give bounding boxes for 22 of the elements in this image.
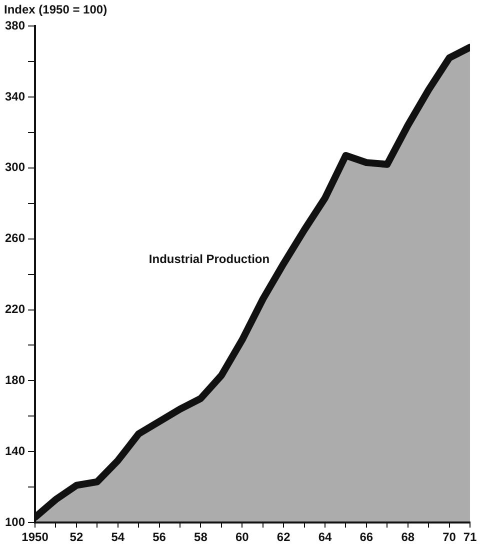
x-tick-label: 68	[401, 530, 415, 544]
x-tick-label: 58	[194, 530, 208, 544]
y-tick-label: 260	[4, 231, 26, 246]
x-tick-label: 56	[152, 530, 166, 544]
x-tick-label: 62	[276, 530, 291, 544]
y-tick-label: 300	[4, 160, 26, 174]
series-label: Industrial Production	[148, 252, 270, 266]
y-tick-label: 220	[4, 302, 26, 316]
y-tick-label: 380	[4, 18, 26, 32]
y-tick-label: 340	[4, 89, 26, 104]
y-tick-label: 140	[4, 444, 26, 458]
x-tick-label: 54	[111, 530, 125, 544]
x-tick-label: 1950	[22, 530, 49, 544]
y-tick-label: 180	[4, 373, 26, 388]
x-tick-label: 66	[360, 530, 374, 544]
x-tick-label: 70	[442, 530, 456, 544]
y-tick-label: 100	[4, 514, 26, 529]
x-tick-label: 60	[235, 530, 250, 544]
x-tick-label: 64	[318, 530, 332, 544]
x-tick-label: 52	[70, 530, 84, 544]
y-axis-title: Index (1950 = 100)	[4, 2, 108, 16]
x-tick-label: 71	[463, 530, 477, 544]
